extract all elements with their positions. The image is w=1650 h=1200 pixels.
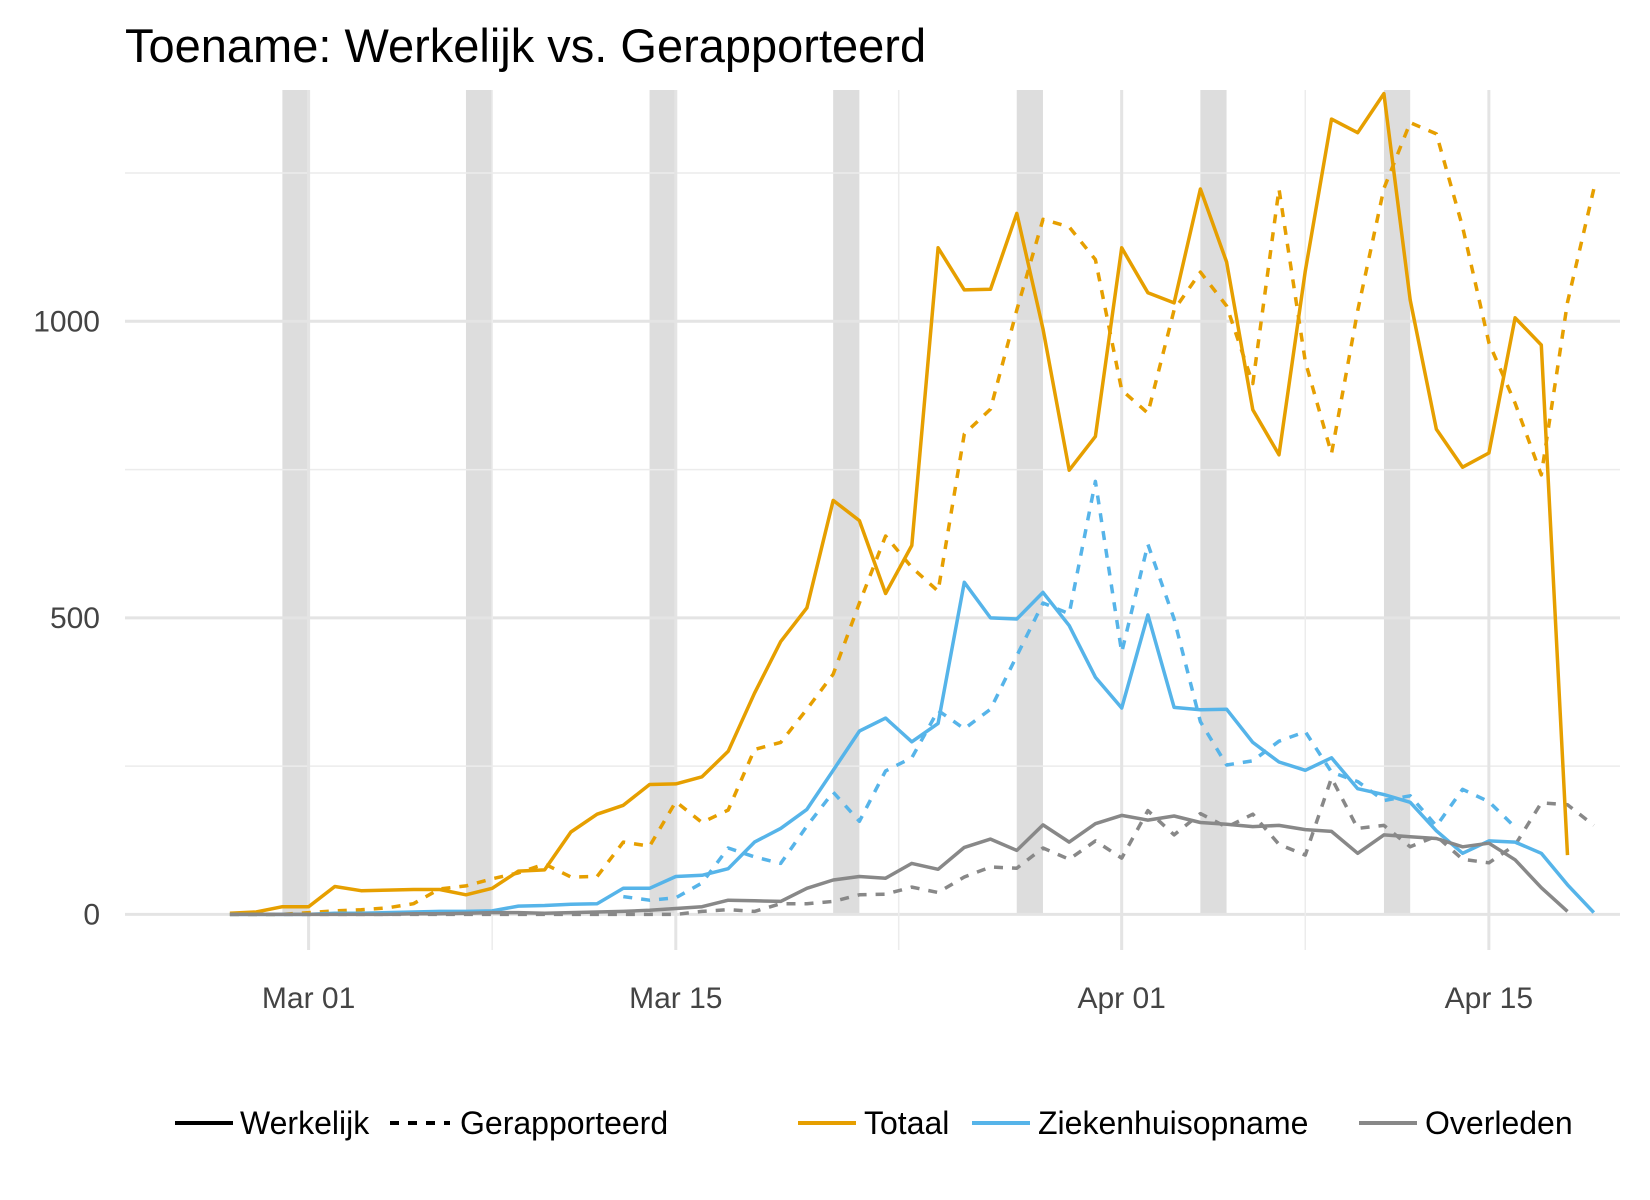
x-tick-label: Apr 15 — [1445, 982, 1533, 1015]
weekend-band-6 — [1200, 90, 1227, 915]
series-line-overleden-werkelijk — [229, 813, 1569, 917]
weekend-band-5 — [1016, 90, 1043, 915]
series-line-ziekenhuisopname-werkelijk — [229, 580, 1596, 917]
x-tick-label: Mar 15 — [629, 982, 722, 1015]
chart-title: Toename: Werkelijk vs. Gerapporteerd — [125, 19, 927, 72]
legend-label-totaal: Totaal — [864, 1105, 949, 1141]
legend-label-overleden: Overleden — [1425, 1105, 1573, 1141]
axes: 0 500 1000 Mar 01 Mar 15 Apr 01 Apr 15 — [33, 305, 1533, 1015]
series-lines — [229, 91, 1596, 917]
weekend-band-3 — [649, 90, 676, 915]
series-line-totaal-gerapporteerd — [229, 120, 1596, 917]
y-tick-label: 1000 — [33, 305, 100, 338]
series-line-totaal-werkelijk — [229, 91, 1570, 915]
weekend-band-1 — [282, 90, 309, 915]
weekend-band-7 — [1383, 90, 1411, 915]
weekend-shading — [282, 90, 1411, 915]
y-tick-label: 500 — [50, 602, 100, 635]
legend: Werkelijk Gerapporteerd Totaal Ziekenhuisop… — [175, 1105, 1573, 1141]
grid — [125, 90, 1620, 950]
legend-label-werkelijk: Werkelijk — [240, 1105, 370, 1141]
y-tick-label: 0 — [83, 898, 100, 931]
legend-label-ziekenhuisopname: Ziekenhuisopname — [1038, 1105, 1308, 1141]
x-tick-label: Apr 01 — [1077, 982, 1165, 1015]
series-line-overleden-gerapporteerd — [229, 776, 1595, 917]
legend-label-gerapporteerd: Gerapporteerd — [460, 1105, 668, 1141]
x-tick-label: Mar 01 — [262, 982, 355, 1015]
weekend-band-2 — [465, 90, 493, 915]
